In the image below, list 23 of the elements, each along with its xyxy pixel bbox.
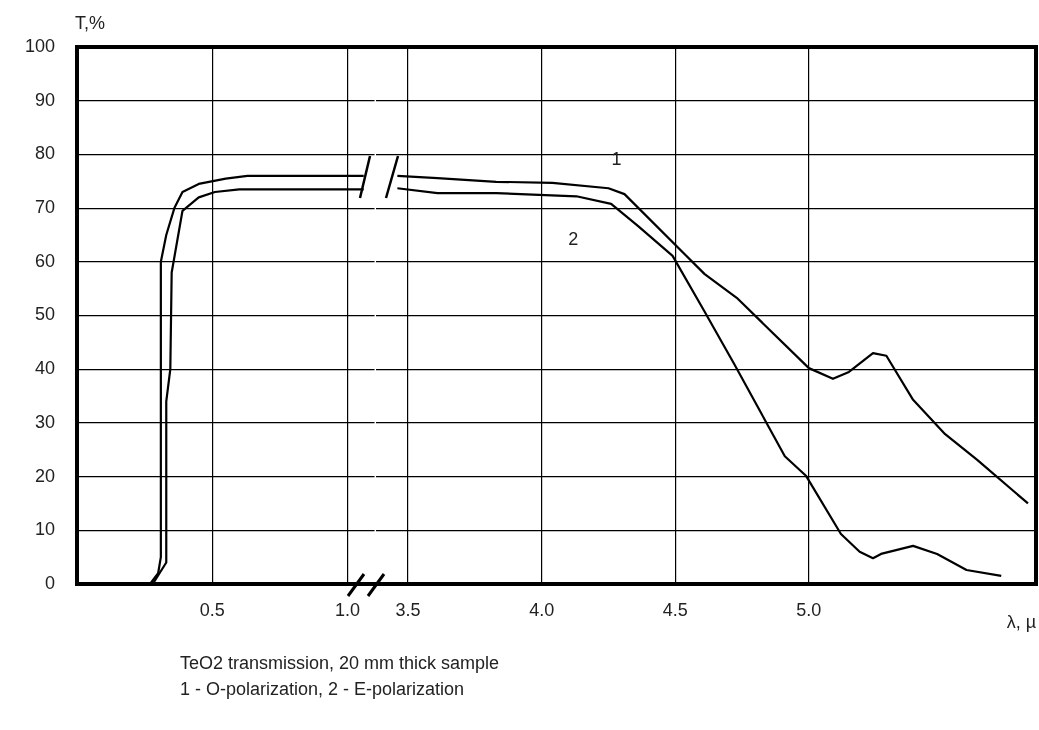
y-tick-label: 80 xyxy=(34,143,55,164)
text: TeO2 transmission, 20 mm thick sample xyxy=(180,652,500,675)
x-tick-label: 1.0 xyxy=(334,599,360,620)
y-tick-label: 70 xyxy=(34,197,55,218)
x-tick-label: 4.5 xyxy=(662,599,688,620)
y-tick-label: 20 xyxy=(34,465,55,486)
x-axis-title: λ, µ xyxy=(1006,611,1036,632)
y-axis-title: T,% xyxy=(75,12,106,33)
text: 1 - O-polarization, 2 - E-polarization xyxy=(180,678,466,701)
y-tick-label: 90 xyxy=(34,89,55,110)
y-tick-label: 10 xyxy=(34,519,55,540)
series-label: 2 xyxy=(568,228,579,249)
y-tick-label: 50 xyxy=(34,304,55,325)
x-tick-label: 0.5 xyxy=(199,599,225,620)
x-tick-label: 4.0 xyxy=(529,599,555,620)
x-tick-label: 5.0 xyxy=(796,599,822,620)
series-label: 1 xyxy=(611,149,622,170)
y-tick-label: 100 xyxy=(24,35,55,56)
y-tick-label: 40 xyxy=(34,358,55,379)
y-tick-label: 60 xyxy=(34,250,55,271)
y-tick-label: 0 xyxy=(44,572,55,593)
y-tick-label: 30 xyxy=(34,411,55,432)
x-tick-label: 3.5 xyxy=(395,599,421,620)
